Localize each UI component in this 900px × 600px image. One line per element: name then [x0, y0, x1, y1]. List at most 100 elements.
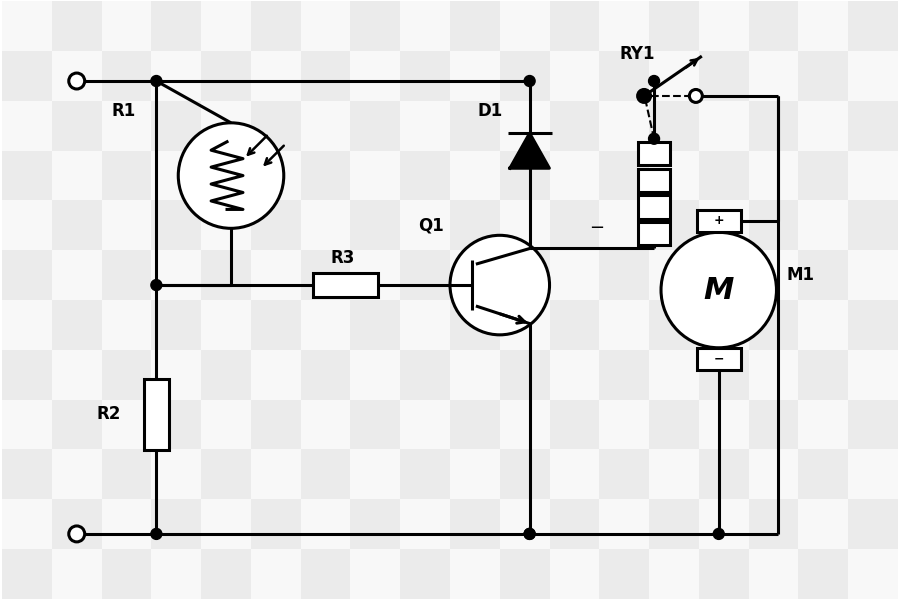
Bar: [848, 51, 898, 101]
Bar: [350, 449, 400, 499]
Bar: [52, 250, 102, 300]
Bar: [848, 300, 898, 350]
Circle shape: [178, 123, 284, 229]
Bar: [2, 499, 52, 549]
Bar: [202, 51, 251, 101]
Bar: [202, 0, 251, 1]
Circle shape: [151, 280, 162, 290]
Bar: [400, 200, 450, 250]
Bar: [798, 250, 848, 300]
Bar: [500, 250, 550, 300]
Bar: [52, 350, 102, 400]
Bar: [251, 1, 301, 51]
Circle shape: [524, 529, 536, 539]
Circle shape: [714, 529, 724, 539]
Bar: [550, 101, 599, 151]
Bar: [301, 549, 350, 599]
Bar: [301, 151, 350, 200]
Bar: [251, 200, 301, 250]
Bar: [450, 101, 500, 151]
Bar: [102, 151, 151, 200]
Circle shape: [68, 526, 85, 542]
Bar: [599, 200, 649, 250]
Bar: [251, 151, 301, 200]
Bar: [102, 499, 151, 549]
Bar: [350, 101, 400, 151]
Bar: [798, 0, 848, 1]
Bar: [649, 151, 698, 200]
Bar: [400, 51, 450, 101]
Bar: [749, 250, 798, 300]
Text: D1: D1: [478, 102, 503, 120]
Bar: [350, 51, 400, 101]
Bar: [898, 0, 900, 1]
Bar: [350, 200, 400, 250]
Bar: [749, 151, 798, 200]
Bar: [202, 300, 251, 350]
Bar: [102, 1, 151, 51]
Bar: [450, 449, 500, 499]
Circle shape: [151, 529, 162, 539]
Bar: [500, 400, 550, 449]
Bar: [52, 101, 102, 151]
Bar: [301, 400, 350, 449]
Bar: [698, 400, 749, 449]
Bar: [649, 200, 698, 250]
Bar: [400, 400, 450, 449]
Bar: [151, 300, 202, 350]
Bar: [599, 51, 649, 101]
Bar: [350, 1, 400, 51]
Bar: [350, 151, 400, 200]
Bar: [450, 499, 500, 549]
Bar: [550, 449, 599, 499]
Bar: [2, 151, 52, 200]
Bar: [848, 499, 898, 549]
Bar: [102, 0, 151, 1]
Bar: [350, 350, 400, 400]
Bar: [550, 151, 599, 200]
Bar: [898, 1, 900, 51]
Bar: [599, 101, 649, 151]
Bar: [848, 549, 898, 599]
Circle shape: [649, 76, 660, 86]
Bar: [450, 151, 500, 200]
Bar: [251, 499, 301, 549]
Bar: [898, 101, 900, 151]
Bar: [350, 400, 400, 449]
Bar: [550, 350, 599, 400]
Bar: [202, 151, 251, 200]
Text: Q1: Q1: [418, 217, 444, 235]
Circle shape: [450, 235, 550, 335]
Bar: [2, 549, 52, 599]
Circle shape: [68, 73, 85, 89]
Bar: [450, 1, 500, 51]
Text: −: −: [590, 220, 605, 238]
Bar: [749, 400, 798, 449]
Bar: [749, 51, 798, 101]
Bar: [400, 1, 450, 51]
Bar: [698, 151, 749, 200]
Bar: [649, 1, 698, 51]
Bar: [550, 200, 599, 250]
Bar: [649, 400, 698, 449]
Bar: [251, 101, 301, 151]
Bar: [898, 300, 900, 350]
Bar: [500, 499, 550, 549]
Bar: [599, 400, 649, 449]
Bar: [898, 51, 900, 101]
Bar: [2, 200, 52, 250]
Bar: [550, 300, 599, 350]
Bar: [500, 51, 550, 101]
Bar: [500, 200, 550, 250]
Bar: [649, 250, 698, 300]
Bar: [301, 499, 350, 549]
Bar: [698, 51, 749, 101]
Circle shape: [637, 89, 651, 103]
Bar: [898, 151, 900, 200]
Bar: [52, 1, 102, 51]
Bar: [698, 200, 749, 250]
Bar: [599, 151, 649, 200]
Bar: [202, 1, 251, 51]
Bar: [52, 200, 102, 250]
Text: R1: R1: [112, 102, 136, 120]
